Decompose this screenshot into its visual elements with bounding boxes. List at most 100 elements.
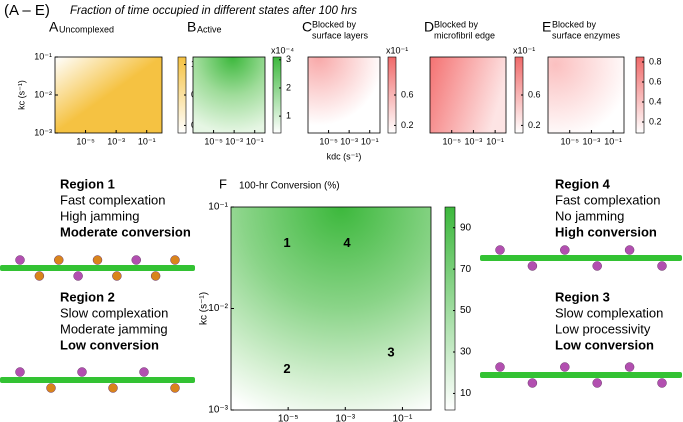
x-tick-label: 10⁻³ [583,136,601,146]
x-tick-label: 10⁻¹ [604,136,622,146]
y-tick-label: 10⁻² [34,89,52,99]
plot-frame [307,56,381,134]
colorbar-multiplier: x10⁻¹ [513,45,535,55]
region-title: Region 1 [60,176,115,191]
panel-letter: E [542,19,551,35]
enzyme-ball [150,271,161,281]
x-tick-label: 10⁻¹ [393,414,413,422]
colorbar-tick-label: 90 [460,222,472,233]
colorbar-tick-label: 1 [286,110,291,120]
figure-title: Fraction of time occupied in different s… [70,5,357,17]
colorbar-tick-label: 0.6 [528,89,541,99]
x-tick-label: 10⁻¹ [246,136,264,146]
y-tick-label: 10⁻¹ [208,202,228,213]
region-annotation: 1 [283,235,290,250]
panel-title: microfibril edge [434,30,495,40]
y-axis-label: kc (s⁻¹) [199,292,210,325]
enzyme-ball [495,362,505,372]
enzyme-ball [624,362,635,372]
enzyme-ball [560,362,570,372]
contour-field [430,57,506,133]
region-annotation: 2 [283,361,290,376]
colorbar-tick-label: 0.6 [649,76,662,86]
region-line: High conversion [555,224,657,239]
colorbar-tick-label: 50 [460,305,472,316]
fibril-rod [0,377,195,383]
region-line: Slow complexation [60,305,168,320]
enzyme-ball [77,367,87,377]
panel-title: Blocked by [434,19,479,29]
y-tick-label: 10⁻³ [208,405,228,416]
colorbar-tick-label: 3 [286,54,291,64]
region-title: Region 2 [60,289,115,304]
colorbar-multiplier: x10⁻⁴ [271,45,294,55]
colorbar-multiplier: x10⁻¹ [386,45,408,55]
panel-letter: D [424,19,434,35]
panel-title: surface enzymes [552,30,621,40]
x-tick-label: 10⁻³ [340,136,358,146]
y-axis-label: kc (s⁻¹) [16,80,26,110]
region-line: High jamming [60,208,139,223]
x-tick-label: 10⁻¹ [361,136,379,146]
colorbar-tick-label: 70 [460,264,472,275]
colorbar-tick-label: 0.8 [649,56,662,66]
enzyme-ball [592,378,602,388]
enzyme-ball [170,383,180,393]
enzyme-ball [624,245,635,255]
colorbar [635,56,645,134]
y-tick-label: 10⁻² [208,303,228,314]
plot-frame [192,56,266,134]
panel-letter: A [49,19,59,35]
enzyme-ball [112,271,122,281]
enzyme-ball [15,255,25,265]
colorbar [444,206,456,411]
panel-letter: B [187,19,196,35]
x-tick-label: 10⁻¹ [486,136,504,146]
x-tick-label: 10⁻¹ [138,136,156,146]
enzyme-ball [15,367,25,377]
x-tick-label: 10⁻⁵ [442,136,461,146]
panel-title: 100-hr Conversion (%) [239,181,340,192]
enzyme-ball [527,378,538,388]
y-tick-label: 10⁻³ [34,127,52,137]
enzyme-ball [527,261,538,271]
panel-title: Uncomplexed [59,24,114,34]
x-tick-label: 10⁻³ [107,136,125,146]
x-axis-label: kdc (s⁻¹) [327,151,362,161]
enzyme-ball [495,245,505,255]
contour-field [308,57,380,133]
panel-title: Blocked by [552,19,597,29]
region-line: Fast complexation [60,192,166,207]
contour-field [55,57,162,133]
plot-frame [547,56,625,134]
x-tick-label: 10⁻³ [225,136,243,146]
colorbar-tick-label: 0.6 [401,89,414,99]
region-title: Region 4 [555,176,611,191]
panel-letter: C [302,19,312,35]
enzyme-ball [73,271,83,281]
plot-frame [429,56,507,134]
x-tick-label: 10⁻⁵ [76,136,95,146]
enzyme-ball [54,255,64,265]
colorbar-tick-label: 10 [460,388,472,399]
colorbar [272,56,282,134]
enzyme-ball [92,255,103,265]
region-line: Low conversion [60,337,159,352]
enzyme-ball [139,367,149,377]
colorbar-tick-label: 0.4 [649,96,662,106]
x-tick-label: 10⁻³ [335,414,355,422]
region-line: Low conversion [555,337,654,352]
region-annotation: 3 [387,345,394,360]
enzyme-ball [46,383,56,393]
x-tick-label: 10⁻⁵ [278,414,299,422]
enzyme-ball [657,261,667,271]
x-tick-label: 10⁻⁵ [204,136,223,146]
region-line: Fast complexation [555,192,661,207]
enzyme-ball [108,383,118,393]
region-annotation: 4 [343,235,351,250]
colorbar-tick-label: 0.2 [528,120,541,130]
x-tick-label: 10⁻³ [465,136,483,146]
contour-field [193,57,265,133]
x-tick-label: 10⁻⁵ [560,136,579,146]
